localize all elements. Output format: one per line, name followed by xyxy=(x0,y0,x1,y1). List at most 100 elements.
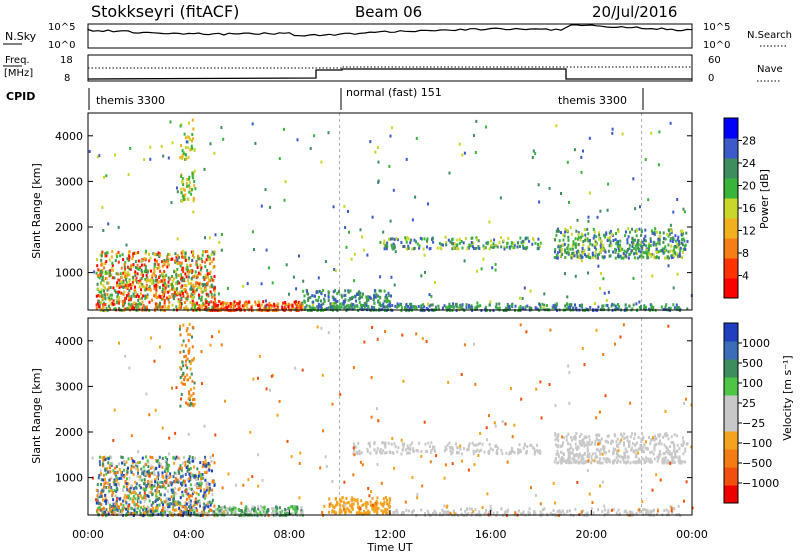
scatter-cell xyxy=(612,250,615,254)
scatter-cell xyxy=(673,248,675,252)
scatter-cell xyxy=(214,508,217,512)
colorbar-swatch xyxy=(724,238,738,259)
scatter-cell xyxy=(376,337,379,341)
scatter-cell xyxy=(510,244,513,248)
scatter-cell xyxy=(664,456,667,460)
scatter-cell xyxy=(163,509,166,513)
scatter-cell xyxy=(142,505,145,509)
scatter-cell xyxy=(212,301,215,305)
scatter-cell xyxy=(663,247,666,251)
scatter-cell xyxy=(185,181,188,185)
scatter-cell xyxy=(560,250,563,254)
scatter-cell xyxy=(657,433,660,437)
scatter-cell xyxy=(189,398,191,402)
scatter-cell xyxy=(150,269,152,273)
scatter-cell xyxy=(587,219,590,223)
scatter-cell xyxy=(159,306,162,310)
scatter-cell xyxy=(104,497,107,501)
scatter-cell xyxy=(638,510,641,514)
scatter-cell xyxy=(331,295,334,299)
scatter-cell xyxy=(137,461,139,465)
scatter-cell xyxy=(653,232,656,236)
scatter-cell xyxy=(350,498,353,502)
scatter-cell xyxy=(107,222,110,226)
scatter-cell xyxy=(188,256,191,260)
scatter-cell xyxy=(568,447,571,451)
scatter-cell xyxy=(188,322,191,326)
scatter-cell xyxy=(134,273,137,277)
scatter-cell xyxy=(645,456,648,460)
y-tick-label: 1000 xyxy=(55,267,83,280)
scatter-cell xyxy=(213,461,216,465)
scatter-cell xyxy=(632,276,635,280)
scatter-cell xyxy=(383,289,386,293)
scatter-cell xyxy=(670,256,673,260)
scatter-cell xyxy=(134,302,137,306)
scatter-cell xyxy=(195,261,198,265)
scatter-cell xyxy=(159,279,162,283)
scatter-cell xyxy=(602,304,605,308)
scatter-cell xyxy=(196,482,199,486)
scatter-cell xyxy=(639,446,642,450)
scatter-cell xyxy=(161,305,164,309)
scatter-cell xyxy=(267,512,270,516)
scatter-cell xyxy=(120,473,123,477)
scatter-cell xyxy=(145,507,148,511)
scatter-cell xyxy=(641,240,644,244)
scatter-cell xyxy=(601,480,604,484)
scatter-cell xyxy=(553,256,556,259)
scatter-cell xyxy=(536,247,539,251)
scatter-cell xyxy=(451,447,453,451)
scatter-cell xyxy=(151,509,154,513)
scatter-cell xyxy=(114,466,117,470)
scatter-cell xyxy=(320,326,323,330)
scatter-cell xyxy=(628,442,630,446)
scatter-cell xyxy=(238,302,241,306)
scatter-cell xyxy=(159,253,162,257)
scatter-cell xyxy=(583,444,586,448)
scatter-cell xyxy=(566,509,569,513)
scatter-cell xyxy=(654,227,657,231)
scatter-cell xyxy=(614,256,617,260)
nave-tick-top: 60 xyxy=(708,55,721,66)
scatter-cell xyxy=(115,489,118,493)
scatter-cell xyxy=(176,293,178,297)
scatter-cell xyxy=(361,463,364,467)
scatter-cell xyxy=(520,512,523,516)
scatter-cell xyxy=(273,304,276,308)
scatter-cell xyxy=(352,502,355,506)
scatter-cell xyxy=(391,245,394,249)
scatter-cell xyxy=(179,264,182,268)
scatter-cell xyxy=(111,506,114,510)
scatter-cell xyxy=(413,238,416,242)
scatter-cell xyxy=(116,471,119,475)
scatter-cell xyxy=(623,255,626,258)
scatter-cell xyxy=(355,445,358,449)
scatter-cell xyxy=(663,237,665,240)
scatter-cell xyxy=(122,499,124,503)
scatter-cell xyxy=(375,294,378,298)
scatter-cell xyxy=(193,180,196,183)
scatter-cell xyxy=(125,472,128,476)
scatter-cell xyxy=(518,296,521,300)
scatter-cell xyxy=(97,268,100,272)
scatter-cell xyxy=(115,272,118,276)
scatter-cell xyxy=(110,273,113,277)
scatter-cell xyxy=(181,490,184,494)
scatter-cell xyxy=(213,275,216,278)
scatter-cell xyxy=(95,303,98,307)
freq-panel: Freq. [MHz] 18 8 60 0 Nave xyxy=(3,54,783,84)
scatter-cell xyxy=(144,288,147,292)
scatter-cell xyxy=(396,510,399,514)
scatter-cell xyxy=(658,435,661,438)
scatter-cell xyxy=(221,486,224,490)
scatter-cell xyxy=(351,307,354,311)
scatter-cell xyxy=(455,247,458,251)
scatter-cell xyxy=(115,476,118,480)
scatter-cell xyxy=(130,286,133,290)
colorbar-swatch xyxy=(724,118,738,139)
scatter-cell xyxy=(658,439,661,443)
scatter-cell xyxy=(393,245,396,249)
scatter-cell xyxy=(164,500,167,504)
